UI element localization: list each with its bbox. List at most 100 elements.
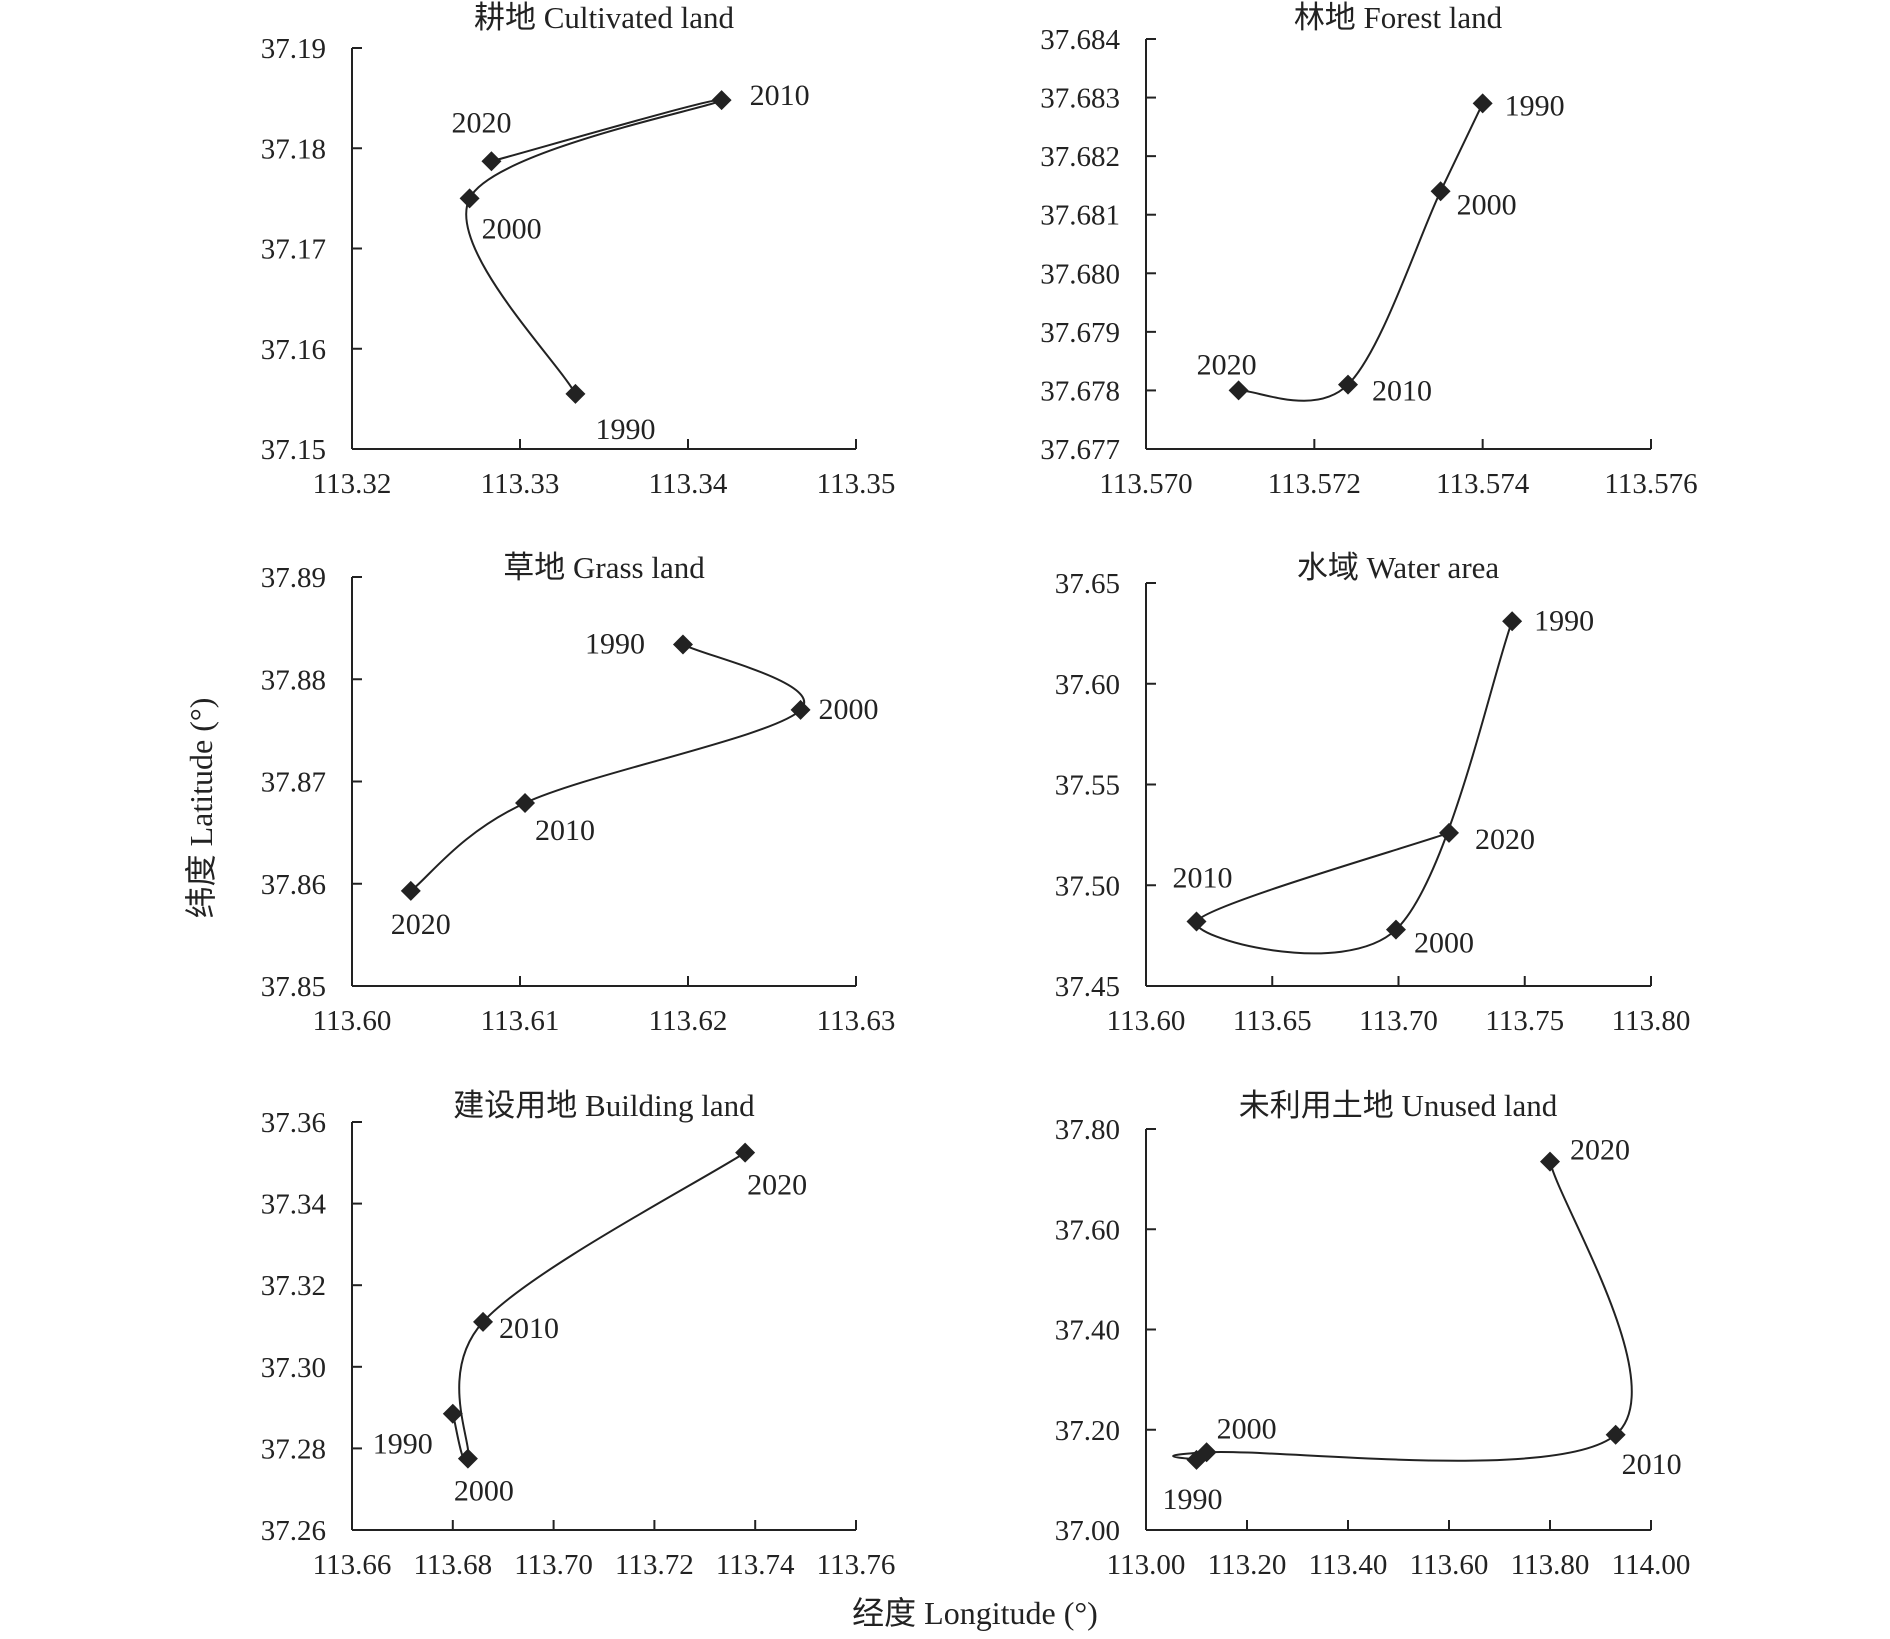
chart-title: 林地 Forest land bbox=[1294, 0, 1503, 35]
data-point-label: 1990 bbox=[1534, 604, 1594, 637]
y-tick-label: 37.28 bbox=[261, 1433, 326, 1465]
data-point-label: 2000 bbox=[482, 212, 542, 245]
data-point-marker-2020 bbox=[1540, 1151, 1560, 1172]
chart-panel-4: 水域 Water area 37.45 37.50 37.55 37.60 37.65 11… bbox=[1055, 550, 1691, 1037]
y-tick-label: 37.19 bbox=[261, 33, 326, 65]
x-tick-label: 113.61 bbox=[481, 1005, 560, 1037]
x-tick-label: 113.574 bbox=[1436, 468, 1530, 500]
data-point-marker-2000 bbox=[457, 1448, 478, 1469]
x-tick-label: 113.00 bbox=[1107, 1549, 1186, 1581]
trajectory-line bbox=[410, 643, 805, 892]
data-point-marker-2000 bbox=[1196, 1442, 1217, 1463]
chart-panel-1: 耕地 Cultivated land 37.15 37.16 37.17 37.18 37… bbox=[261, 0, 896, 500]
y-tick-label: 37.65 bbox=[1055, 568, 1120, 600]
chart-panel-6: 未利用土地 Unused land 37.00 37.20 37.40 37.60 37.… bbox=[1055, 1088, 1691, 1581]
x-tick-label: 113.63 bbox=[817, 1005, 896, 1037]
y-tick-label: 37.34 bbox=[261, 1189, 327, 1221]
y-tick-label: 37.85 bbox=[261, 971, 326, 1003]
y-tick-label: 37.680 bbox=[1040, 258, 1120, 290]
y-tick-label: 37.26 bbox=[261, 1515, 326, 1547]
chart-title: 耕地 Cultivated land bbox=[474, 0, 735, 35]
data-point-label: 2010 bbox=[535, 814, 595, 847]
y-tick-label: 37.17 bbox=[261, 234, 326, 266]
data-point-marker-1990 bbox=[442, 1403, 463, 1424]
y-tick-label: 37.20 bbox=[1055, 1415, 1120, 1447]
x-tick-label: 113.60 bbox=[313, 1005, 392, 1037]
chart-title: 草地 Grass land bbox=[503, 550, 705, 585]
data-point-label: 2020 bbox=[1197, 348, 1257, 381]
x-tick-label: 113.33 bbox=[481, 468, 560, 500]
data-point-marker-2020 bbox=[481, 151, 502, 172]
data-point-label: 2000 bbox=[1457, 188, 1517, 221]
chart-panel-3: 草地 Grass land 37.85 37.86 37.87 37.88 37.89 11… bbox=[261, 550, 896, 1037]
data-point-marker-1990 bbox=[672, 634, 693, 655]
data-point-marker-2000 bbox=[1385, 919, 1406, 940]
y-tick-label: 37.00 bbox=[1055, 1515, 1120, 1547]
y-tick-label: 37.40 bbox=[1055, 1315, 1120, 1347]
x-tick-label: 113.74 bbox=[716, 1549, 795, 1581]
x-axis-label: 经度 Longitude (°) bbox=[852, 1595, 1098, 1631]
y-tick-label: 37.32 bbox=[261, 1270, 326, 1302]
x-tick-label: 113.32 bbox=[313, 468, 392, 500]
x-tick-label: 113.68 bbox=[413, 1549, 492, 1581]
chart-title: 建设用地 Building land bbox=[453, 1088, 755, 1123]
trajectory-line bbox=[1195, 620, 1514, 955]
y-tick-label: 37.36 bbox=[261, 1107, 326, 1139]
x-tick-label: 113.80 bbox=[1511, 1549, 1590, 1581]
y-axis-label: 纬度 Latitude (°) bbox=[183, 698, 219, 919]
data-point-label: 1990 bbox=[595, 413, 655, 446]
data-point-label: 1990 bbox=[373, 1428, 433, 1461]
data-point-label: 2000 bbox=[1414, 927, 1474, 960]
x-tick-label: 113.572 bbox=[1268, 468, 1361, 500]
trajectory-line bbox=[1172, 1161, 1633, 1462]
data-point-label: 2010 bbox=[1173, 862, 1233, 895]
x-tick-label: 113.34 bbox=[649, 468, 728, 500]
data-point-marker-1990 bbox=[1472, 93, 1493, 114]
y-tick-label: 37.55 bbox=[1055, 770, 1120, 802]
data-point-label: 2020 bbox=[391, 908, 451, 941]
data-point-marker-2020 bbox=[400, 880, 421, 901]
chart-title: 未利用土地 Unused land bbox=[1239, 1088, 1558, 1123]
chart-panel-5: 建设用地 Building land 37.26 37.28 37.30 37.32 37… bbox=[261, 1088, 896, 1581]
y-tick-label: 37.89 bbox=[261, 562, 326, 594]
data-point-label: 2020 bbox=[1570, 1134, 1630, 1167]
data-point-marker-1990 bbox=[1502, 611, 1523, 632]
x-tick-label: 113.40 bbox=[1309, 1549, 1388, 1581]
data-point-label: 2010 bbox=[1372, 375, 1432, 408]
data-point-marker-2000 bbox=[1430, 181, 1451, 202]
y-tick-label: 37.679 bbox=[1040, 317, 1120, 349]
x-tick-label: 113.62 bbox=[649, 1005, 728, 1037]
data-point-marker-2020 bbox=[1439, 822, 1459, 843]
x-tick-label: 113.76 bbox=[817, 1549, 896, 1581]
data-point-marker-2000 bbox=[790, 699, 811, 720]
chart-panel-2: 林地 Forest land 37.677 37.678 37.679 37.680 37… bbox=[1040, 0, 1697, 500]
chart-title: 水域 Water area bbox=[1297, 550, 1500, 585]
x-tick-label: 113.35 bbox=[817, 468, 896, 500]
x-tick-label: 113.65 bbox=[1233, 1005, 1312, 1037]
y-tick-label: 37.15 bbox=[261, 434, 326, 466]
y-tick-label: 37.678 bbox=[1040, 375, 1120, 407]
x-tick-label: 113.70 bbox=[514, 1549, 593, 1581]
data-point-label: 1990 bbox=[1505, 89, 1565, 122]
x-tick-label: 113.75 bbox=[1485, 1005, 1564, 1037]
x-tick-label: 113.60 bbox=[1410, 1549, 1489, 1581]
y-tick-label: 37.87 bbox=[261, 767, 326, 799]
data-point-label: 2020 bbox=[1475, 823, 1535, 856]
chart-panels: 耕地 Cultivated land 37.15 37.16 37.17 37.18 37… bbox=[261, 0, 1698, 1581]
y-tick-label: 37.18 bbox=[261, 133, 326, 165]
trajectory-line bbox=[451, 1151, 746, 1463]
trajectory-line bbox=[465, 98, 723, 395]
x-tick-label: 113.70 bbox=[1359, 1005, 1438, 1037]
data-point-marker-2010 bbox=[1605, 1424, 1626, 1445]
y-tick-label: 37.682 bbox=[1040, 141, 1120, 173]
data-point-label: 2000 bbox=[454, 1475, 514, 1508]
y-tick-label: 37.50 bbox=[1055, 870, 1120, 902]
data-point-marker-2010 bbox=[1186, 911, 1207, 932]
data-point-marker-2010 bbox=[473, 1311, 494, 1332]
y-tick-label: 37.88 bbox=[261, 664, 326, 696]
y-tick-label: 37.60 bbox=[1055, 669, 1120, 701]
y-tick-label: 37.86 bbox=[261, 869, 326, 901]
data-point-label: 2000 bbox=[819, 693, 879, 726]
data-point-marker-2020 bbox=[735, 1142, 756, 1163]
x-tick-label: 113.72 bbox=[615, 1549, 694, 1581]
